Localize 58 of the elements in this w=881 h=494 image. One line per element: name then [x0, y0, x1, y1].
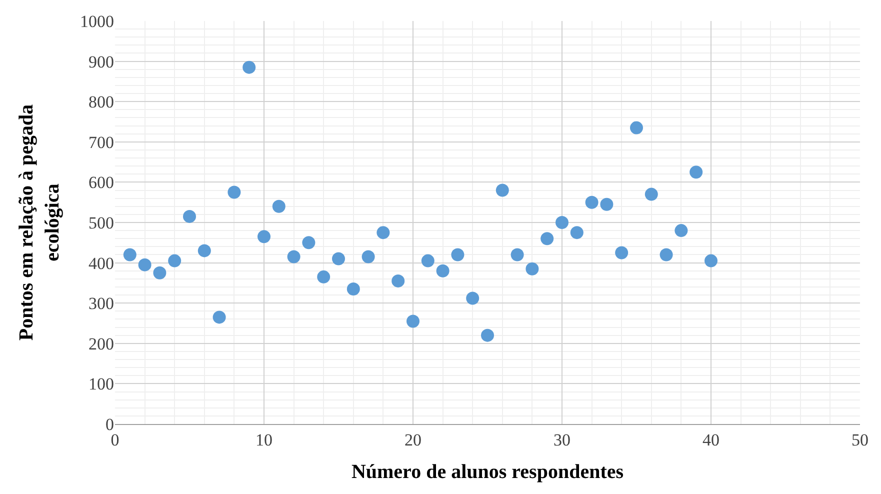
point	[228, 186, 241, 199]
y-tick-label: 500	[88, 213, 114, 232]
y-tick-label: 700	[88, 132, 114, 152]
point	[258, 230, 270, 244]
point	[138, 258, 152, 272]
x-tick-label: 50	[852, 430, 868, 450]
point	[496, 184, 509, 197]
point	[406, 314, 420, 328]
point	[287, 250, 300, 264]
point	[570, 226, 584, 240]
y-tick-label: 600	[88, 173, 114, 192]
point	[242, 60, 256, 74]
y-tick-label: 400	[88, 254, 114, 273]
point	[466, 292, 480, 305]
point	[526, 262, 539, 276]
point	[481, 328, 494, 342]
point	[317, 270, 330, 284]
point	[556, 216, 568, 229]
point	[660, 248, 673, 262]
point	[168, 254, 182, 268]
point	[183, 210, 196, 223]
y-tick-label: 0	[106, 414, 114, 434]
point	[123, 248, 136, 262]
y-axis-title: Pontos em relação à pegada ecológica	[16, 104, 64, 341]
point	[600, 198, 614, 211]
point	[510, 248, 524, 262]
point	[392, 274, 405, 288]
point	[585, 196, 598, 209]
point	[674, 224, 688, 238]
x-tick-label: 10	[256, 430, 272, 450]
point	[153, 266, 166, 280]
point	[346, 282, 360, 296]
x-axis-title: Número de alunos respondentes	[351, 460, 624, 483]
point	[272, 200, 286, 213]
point	[421, 254, 434, 268]
x-tick-label: 40	[702, 430, 720, 450]
point	[212, 310, 226, 324]
point	[615, 246, 628, 260]
y-tick-label: 100	[88, 374, 114, 394]
point	[630, 121, 643, 134]
point	[540, 232, 554, 246]
point	[302, 236, 316, 250]
y-tick-label: 1000	[80, 12, 114, 31]
point	[362, 250, 375, 264]
point	[198, 244, 211, 258]
point	[644, 188, 658, 201]
point	[332, 252, 345, 266]
point	[376, 226, 390, 240]
y-tick-label: 900	[88, 52, 114, 72]
y-tick-label: 200	[88, 334, 114, 354]
x-tick-label: 20	[404, 430, 422, 450]
y-tick-label: 800	[88, 92, 114, 112]
x-tick-label: 30	[554, 430, 570, 450]
point	[690, 166, 703, 179]
point	[704, 254, 718, 268]
point	[451, 248, 464, 262]
y-tick-label: 300	[88, 294, 114, 314]
point	[436, 264, 450, 278]
